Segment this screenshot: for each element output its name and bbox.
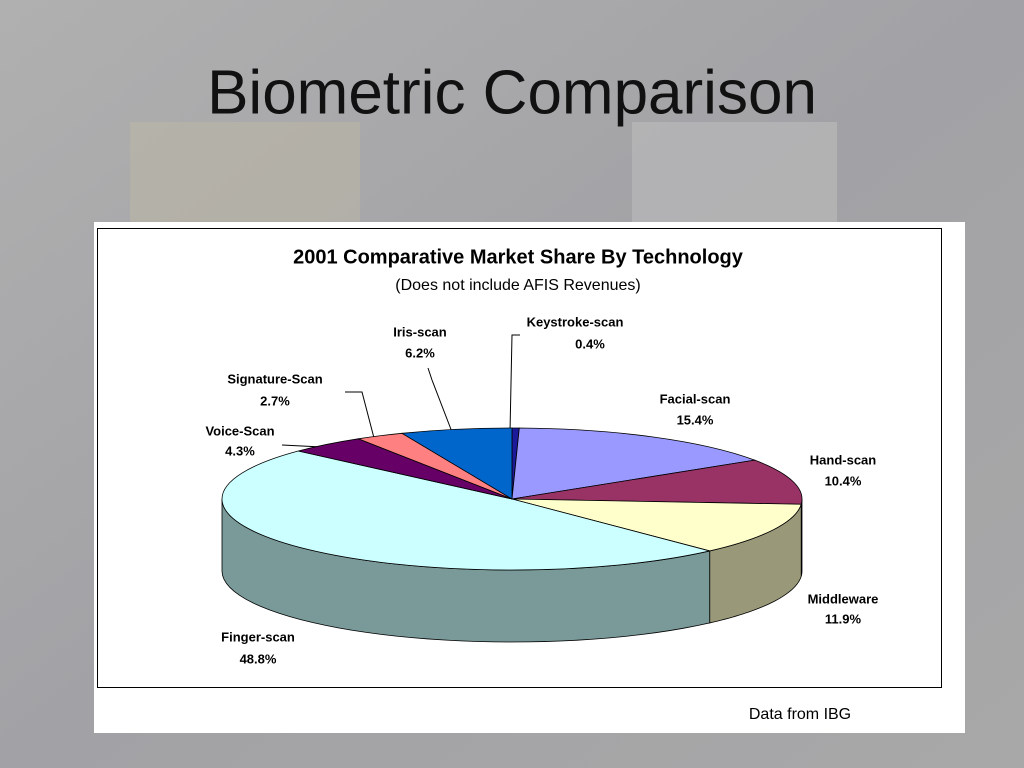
pie-slice bbox=[511, 459, 803, 505]
chart-title: 2001 Comparative Market Share By Technol… bbox=[293, 246, 744, 268]
slice-value-label: 4.3% bbox=[225, 443, 255, 458]
slice-label: Facial-scan bbox=[660, 391, 731, 406]
decor-image bbox=[130, 122, 360, 222]
slice-label: Middleware bbox=[808, 591, 879, 606]
source-note: Data from IBG bbox=[749, 706, 851, 723]
pie-slice bbox=[221, 450, 710, 571]
slice-label: Finger-scan bbox=[221, 629, 295, 644]
slice-value-label: 15.4% bbox=[677, 412, 714, 427]
pie-slice bbox=[400, 427, 513, 500]
leader-line bbox=[345, 391, 375, 439]
slice-value-label: 48.8% bbox=[240, 651, 277, 666]
slide-title: Biometric Comparison bbox=[207, 58, 817, 127]
pie-slice bbox=[511, 498, 802, 552]
slice-label: Keystroke-scan bbox=[527, 314, 624, 329]
slice-value-label: 6.2% bbox=[405, 345, 435, 360]
leader-line bbox=[427, 367, 453, 433]
slice-label: Hand-scan bbox=[810, 452, 877, 467]
slice-value-label: 2.7% bbox=[260, 393, 290, 408]
pie-slice bbox=[511, 427, 757, 500]
slice-value-label: 10.4% bbox=[825, 473, 862, 488]
chart-border bbox=[97, 228, 942, 688]
decor-image bbox=[632, 122, 837, 222]
leader-line bbox=[509, 334, 520, 433]
slice-value-label: 11.9% bbox=[825, 611, 862, 626]
slice-label: Voice-Scan bbox=[205, 423, 274, 438]
slice-value-label: 0.4% bbox=[575, 336, 605, 351]
slice-label: Iris-scan bbox=[393, 324, 447, 339]
chart-subtitle: (Does not include AFIS Revenues) bbox=[395, 277, 640, 294]
slice-label: Signature-Scan bbox=[227, 371, 322, 386]
